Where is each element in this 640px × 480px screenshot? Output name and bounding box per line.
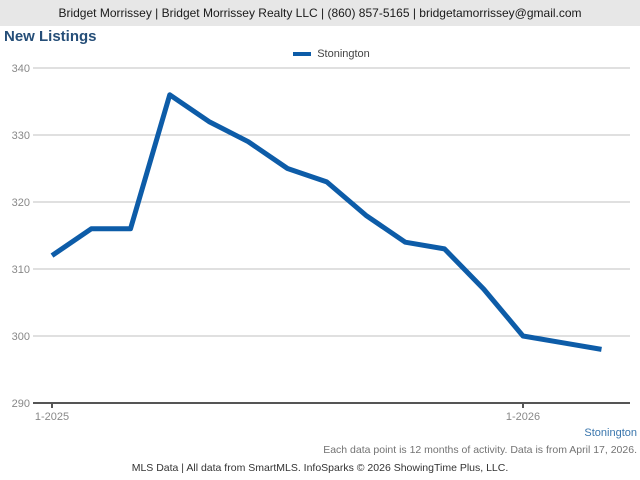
x-tick-label-1-2026: 1-2026 — [506, 411, 540, 423]
chart-canvas: 340 330 320 310 300 290 1-2025 1-2026 — [12, 63, 630, 423]
agent-contact-line: Bridget Morrissey | Bridget Morrissey Re… — [58, 6, 582, 20]
legend-item-stonington[interactable]: Stonington — [317, 48, 370, 60]
y-tick-label-330: 330 — [12, 130, 30, 142]
bottom-series-label[interactable]: Stonington — [584, 427, 637, 439]
y-tick-label-340: 340 — [12, 63, 30, 75]
x-tick-label-1-2025: 1-2025 — [35, 411, 69, 423]
y-tick-label-300: 300 — [12, 331, 30, 343]
y-tick-label-320: 320 — [12, 197, 30, 209]
legend-line-swatch — [293, 52, 312, 56]
attribution-line: MLS Data | All data from SmartMLS. InfoS… — [131, 462, 509, 474]
series-line-stonington — [50, 92, 602, 352]
y-tick-label-310: 310 — [12, 264, 30, 276]
y-tick-label-290: 290 — [12, 398, 30, 410]
header-bar: Bridget Morrissey | Bridget Morrissey Re… — [0, 0, 640, 26]
activity-note: Each data point is 12 months of activity… — [323, 444, 637, 456]
chart-legend: Stonington — [33, 48, 630, 60]
line-chart: 340 330 320 310 300 290 1-2025 1-2026 — [0, 58, 640, 430]
page-title: New Listings — [4, 28, 97, 45]
